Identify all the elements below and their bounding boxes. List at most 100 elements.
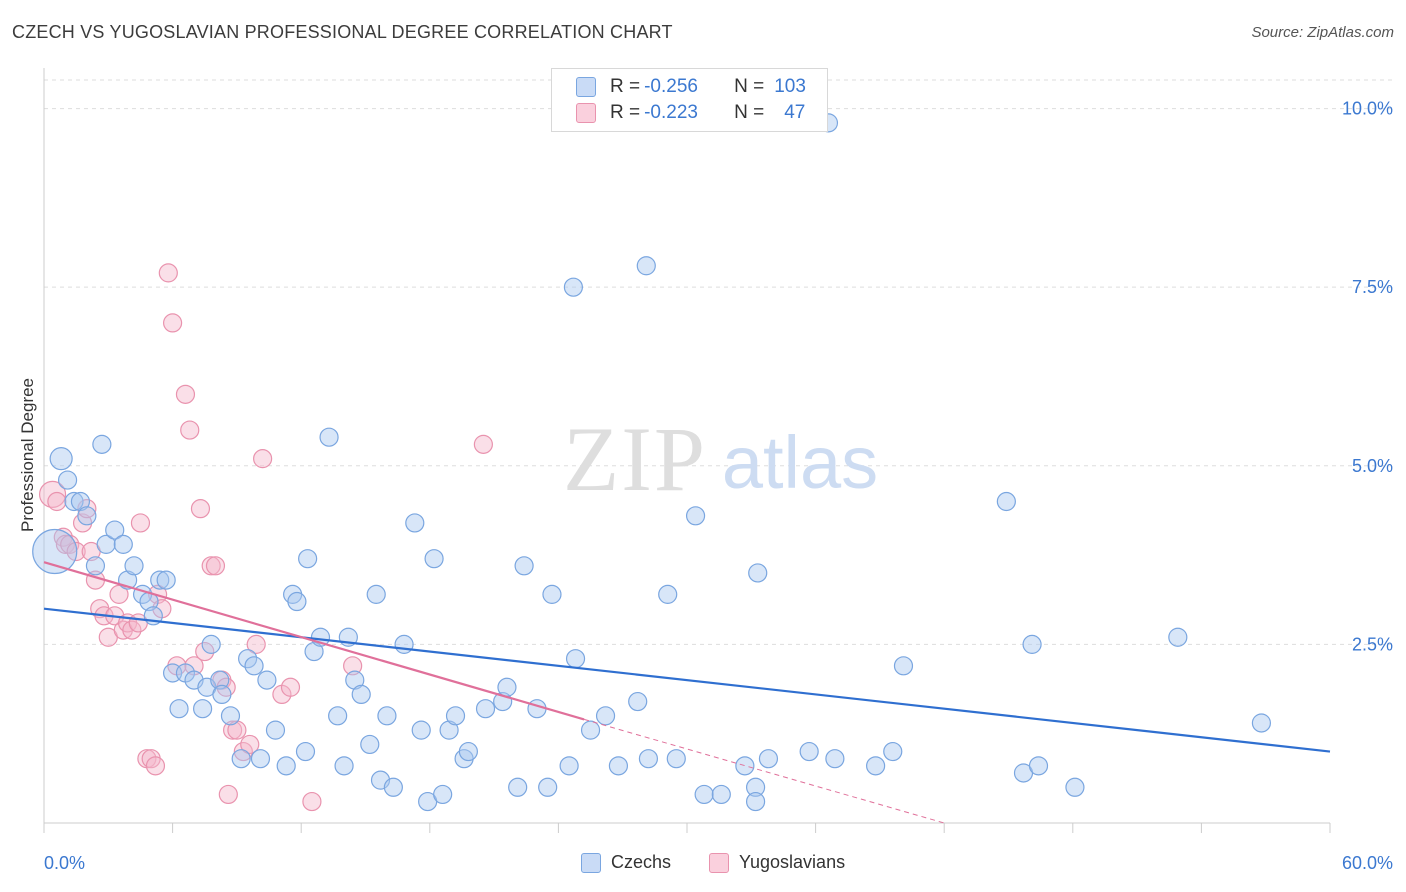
czechs-point (893, 656, 914, 676)
yugoslavians-point (223, 720, 243, 740)
legend-n-value-yugoslavians: 47 (784, 102, 806, 123)
yugoslavians-point (122, 620, 142, 640)
czechs-point (57, 470, 78, 490)
yugoslavians-point (180, 420, 200, 440)
czechs-point (411, 720, 431, 740)
czechs-point (334, 756, 354, 776)
czechs-point (319, 427, 339, 447)
yugoslavians-point (302, 791, 322, 812)
legend-r-label: R = (610, 102, 641, 123)
series-swatch-czechs (581, 852, 601, 873)
legend-r-value-yugoslavians: -0.223 (644, 102, 698, 123)
czechs-point (1065, 777, 1085, 797)
czechs-point (996, 491, 1016, 512)
czechs-point (542, 584, 562, 604)
y-tick-label: 5.0% (1352, 456, 1393, 476)
czechs-point (360, 734, 380, 755)
czechs-point (345, 670, 365, 690)
czechs-point (295, 741, 316, 762)
czechs-point (694, 784, 714, 805)
czechs-point (433, 784, 453, 805)
yugoslavians-point (158, 263, 178, 283)
czechs-point (628, 691, 648, 712)
series-swatch-yugoslavians (709, 852, 729, 873)
legend-r-label: R = (610, 76, 641, 97)
grid-lines (44, 79, 1392, 645)
yugoslavians-point (175, 384, 196, 404)
y-tick-label: 10.0% (1342, 99, 1393, 119)
czechs-point (559, 756, 579, 776)
czechs-point (77, 506, 97, 526)
czechs-point (685, 506, 706, 526)
yugoslavians-point (53, 527, 73, 547)
series-name-yugoslavians: Yugoslavians (739, 852, 846, 872)
x-tick-label-max: 60.0% (1342, 853, 1393, 873)
yugoslavians-point (227, 720, 247, 740)
yugoslavians-point (253, 449, 273, 469)
czechs-point (514, 556, 534, 576)
y-tick-label: 2.5% (1352, 634, 1393, 654)
yugoslavians-point (343, 656, 363, 676)
czechs-point (1251, 713, 1272, 733)
czechs-point (748, 563, 768, 583)
yugoslavians-point (38, 480, 67, 508)
czechs-point (405, 513, 425, 533)
series-name-czechs: Czechs (611, 852, 672, 872)
czechs-point (666, 749, 686, 769)
czechs-point (96, 534, 116, 554)
czechs-point (424, 549, 444, 569)
czechs-point (32, 528, 78, 575)
czechs-point (257, 670, 277, 690)
chart-title: CZECH VS YUGOSLAVIAN PROFESSIONAL DEGREE… (12, 22, 673, 42)
yugoslavians-points (38, 263, 493, 812)
czechs-point (595, 706, 616, 726)
source-label: Source: ZipAtlas.com (1251, 24, 1394, 41)
czechs-point (304, 641, 324, 662)
czechs-point (265, 720, 286, 740)
correlation-legend: R = -0.256 N = 103 R = -0.223 N = 47 (551, 68, 828, 132)
czechs-point (210, 670, 230, 690)
czechs-point (150, 570, 170, 590)
yugoslavians-point (246, 634, 266, 654)
czechs-point (745, 777, 766, 797)
yugoslavians-point (109, 584, 129, 604)
czechs-point (64, 491, 84, 512)
yugoslavians-point (55, 534, 76, 554)
czechs-point (366, 584, 386, 604)
czechs-point (276, 756, 296, 776)
yugoslavians-regression-line (43, 561, 585, 721)
axes (43, 68, 1331, 833)
czechs-point (231, 749, 251, 769)
legend-swatch-yugoslavians (576, 103, 596, 123)
czechs-point (538, 777, 558, 797)
series-legend-yugoslavians: Yugoslavians (709, 852, 845, 873)
czechs-point (169, 699, 189, 719)
legend-r-value-czechs: -0.256 (644, 76, 698, 97)
yugoslavians-point (47, 491, 67, 512)
czechs-point (394, 634, 414, 654)
yugoslavians-point (201, 556, 221, 576)
czechs-point (527, 699, 547, 719)
czechs-point (238, 649, 258, 669)
czechs-point (287, 591, 307, 612)
yugoslavians-point (130, 513, 151, 533)
czechs-point (85, 556, 106, 576)
czechs-point (758, 749, 779, 769)
czechs-point (220, 706, 241, 726)
czechs-point (193, 699, 213, 719)
yugoslavians-regression-extension (583, 718, 945, 824)
czechs-point (377, 706, 397, 726)
czechs-point (508, 777, 528, 797)
czechs-point (113, 534, 133, 554)
czechs-point (475, 699, 496, 719)
yugoslavians-point (218, 784, 238, 805)
y-tick-label: 7.5% (1352, 277, 1393, 297)
x-tick-label-min: 0.0% (44, 853, 85, 873)
czechs-point (201, 634, 221, 654)
czechs-point (825, 749, 845, 769)
czechs-point (49, 447, 73, 471)
czechs-point (580, 720, 601, 740)
yugoslavians-point (205, 556, 226, 576)
czechs-point (458, 741, 478, 762)
